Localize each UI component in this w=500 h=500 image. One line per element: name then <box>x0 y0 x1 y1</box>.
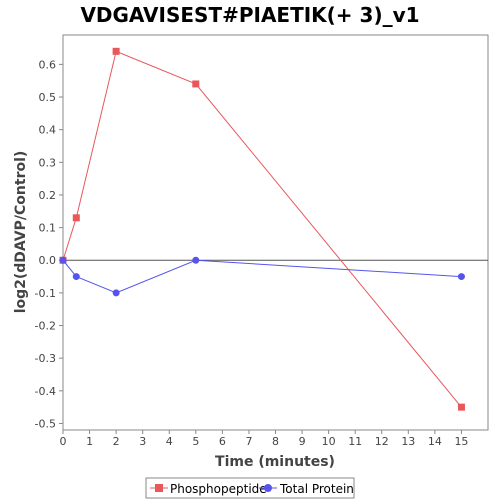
y-tick-label: 0.6 <box>39 58 57 71</box>
legend-label-total-protein: Total Protein <box>279 482 354 496</box>
x-tick-label: 8 <box>272 435 279 448</box>
x-tick-label: 3 <box>139 435 146 448</box>
x-tick-label: 4 <box>166 435 173 448</box>
plot-area <box>62 34 489 431</box>
y-tick-label: -0.4 <box>35 385 56 398</box>
data-point-phosphopeptide <box>192 80 200 88</box>
x-tick-label: 0 <box>60 435 67 448</box>
data-point-total-protein <box>192 256 200 264</box>
y-tick-label: 0.4 <box>39 124 57 137</box>
legend-box <box>145 477 355 499</box>
x-axis-title: Time (minutes) <box>215 454 335 470</box>
data-point-phosphopeptide <box>112 47 120 55</box>
y-tick-label: -0.2 <box>35 320 56 333</box>
x-axis: 0 1 2 3 4 5 6 7 8 9 10 11 12 13 14 15 <box>60 430 468 448</box>
x-tick-label: 11 <box>348 435 362 448</box>
data-point-total-protein <box>59 256 67 264</box>
x-tick-label: 15 <box>454 435 468 448</box>
y-tick-label: 0.3 <box>39 156 57 169</box>
x-tick-label: 14 <box>428 435 442 448</box>
legend-marker-total-protein <box>264 484 272 492</box>
x-tick-label: 13 <box>401 435 415 448</box>
chart-title: VDGAVISEST#PIAETIK(+ 3)_v1 <box>80 3 419 27</box>
x-tick-label: 9 <box>299 435 306 448</box>
data-point-total-protein <box>112 289 120 297</box>
y-tick-label: 0.2 <box>39 189 57 202</box>
y-tick-label: 0.5 <box>39 91 57 104</box>
x-tick-label: 2 <box>113 435 120 448</box>
legend-label-phosphopeptide: Phosphopeptide <box>170 482 267 496</box>
x-tick-label: 12 <box>375 435 389 448</box>
data-point-phosphopeptide <box>72 214 80 222</box>
series-layer <box>59 47 465 411</box>
x-tick-label: 10 <box>322 435 336 448</box>
y-tick-label: -0.1 <box>35 287 56 300</box>
x-tick-label: 6 <box>219 435 226 448</box>
data-point-phosphopeptide <box>457 403 465 411</box>
data-point-total-protein <box>457 273 465 281</box>
legend-marker-phosphopeptide <box>155 484 163 492</box>
data-point-total-protein <box>72 273 80 281</box>
y-axis-title: log2(dDAVP/Control) <box>13 151 29 314</box>
x-tick-label: 1 <box>86 435 93 448</box>
y-tick-label: -0.5 <box>35 417 56 430</box>
x-tick-label: 5 <box>192 435 199 448</box>
y-tick-label: -0.3 <box>35 352 56 365</box>
y-tick-label: 0.0 <box>39 254 57 267</box>
legend: Phosphopeptide Total Protein <box>145 477 355 499</box>
y-axis: -0.5 -0.4 -0.3 -0.2 -0.1 0.0 0.1 0.2 0.3 0.4 0.5 0.… <box>35 58 63 430</box>
y-tick-label: 0.1 <box>39 222 57 235</box>
x-tick-label: 7 <box>245 435 252 448</box>
